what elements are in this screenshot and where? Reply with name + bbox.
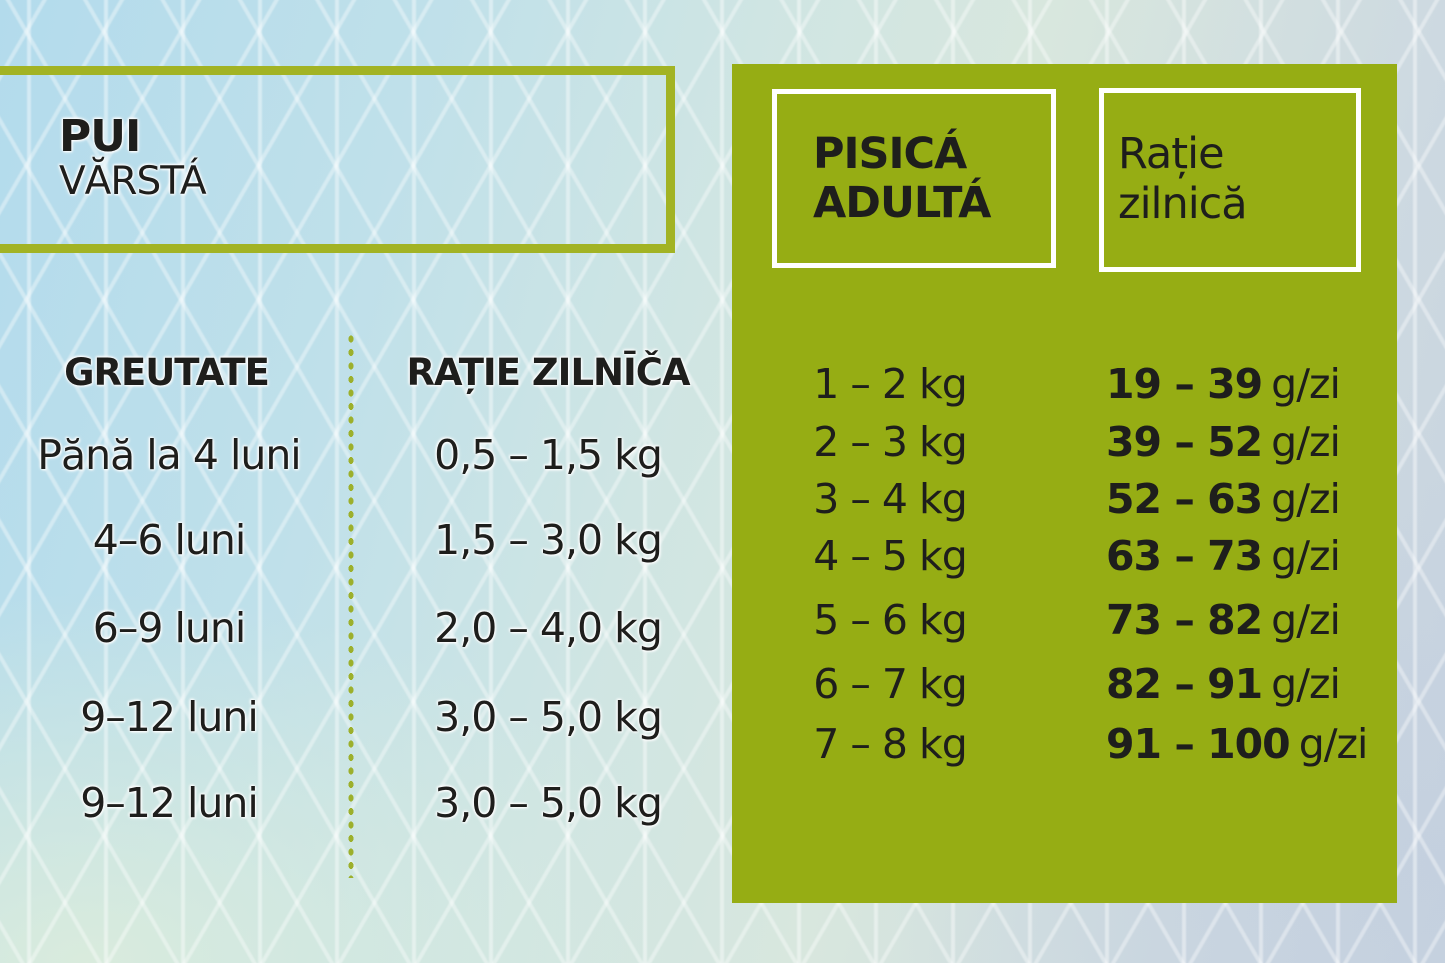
adult-title-line2: ADULTÁ (813, 177, 991, 228)
kitten-age-title-box: PUI VĂRSTÁ (0, 66, 675, 253)
kitten-row-ration: 3,0 – 5,0 kg (434, 693, 663, 741)
adult-title-line1: PISICÁ (813, 128, 967, 179)
ration-value: 39 – 52 (1106, 418, 1263, 466)
adult-row-weight: 6 – 7 kg (813, 660, 968, 708)
ration-unit: g/zi (1271, 532, 1341, 580)
kitten-row-ration: 0,5 – 1,5 kg (434, 431, 663, 479)
dotted-column-divider (347, 333, 355, 878)
adult-row-ration: 73 – 82 g/zi (1106, 594, 1341, 646)
ration-unit: g/zi (1298, 720, 1369, 768)
adult-row-ration: 63 – 73 g/zi (1106, 530, 1341, 582)
adult-row-ration: 91 – 100 g/zi (1106, 718, 1369, 770)
kitten-ration-column-header: RAȚIE ZILNĪČA (406, 351, 690, 394)
adult-row-weight: 5 – 6 kg (813, 596, 968, 644)
adult-ration-header-box: Rație zilnică (1099, 88, 1361, 272)
kitten-row-age: 9–12 luni (80, 693, 259, 741)
ration-value: 52 – 63 (1106, 475, 1263, 523)
adult-ration-header-line1: Rație (1118, 129, 1225, 180)
kitten-weight-column-header: GREUTATE (64, 351, 270, 394)
ration-unit: g/zi (1271, 475, 1341, 523)
kitten-row-age: 6–9 luni (92, 604, 246, 652)
ration-value: 82 – 91 (1106, 660, 1263, 708)
kitten-subtitle: VĂRSTÁ (59, 159, 207, 205)
kitten-row-ration: 1,5 – 3,0 kg (434, 516, 663, 564)
ration-unit: g/zi (1271, 418, 1341, 466)
kitten-row-age: Pănă la 4 luni (37, 431, 301, 479)
adult-row-weight: 4 – 5 kg (813, 532, 968, 580)
adult-row-weight: 3 – 4 kg (813, 475, 968, 523)
adult-row-ration: 19 – 39 g/zi (1106, 358, 1341, 410)
kitten-title: PUI (59, 110, 141, 162)
adult-row-ration: 82 – 91 g/zi (1106, 658, 1341, 710)
ration-unit: g/zi (1271, 660, 1341, 708)
adult-cat-title-box: PISICÁ ADULTÁ (772, 89, 1056, 268)
adult-row-weight: 7 – 8 kg (813, 720, 968, 768)
ration-value: 19 – 39 (1106, 360, 1263, 408)
kitten-row-ration: 3,0 – 5,0 kg (434, 779, 663, 827)
ration-value: 63 – 73 (1106, 532, 1263, 580)
kitten-row-age: 9–12 luni (80, 779, 259, 827)
ration-value: 91 – 100 (1106, 720, 1291, 768)
adult-row-ration: 39 – 52 g/zi (1106, 416, 1341, 468)
adult-row-weight: 1 – 2 kg (813, 360, 968, 408)
adult-cat-panel: PISICÁ ADULTÁ Rație zilnică 1 – 2 kg 19 … (732, 64, 1397, 903)
ration-unit: g/zi (1271, 596, 1341, 644)
adult-row-ration: 52 – 63 g/zi (1106, 473, 1341, 525)
ration-unit: g/zi (1271, 360, 1341, 408)
kitten-row-age: 4–6 luni (92, 516, 246, 564)
kitten-row-ration: 2,0 – 4,0 kg (434, 604, 663, 652)
adult-row-weight: 2 – 3 kg (813, 418, 968, 466)
adult-ration-header-line2: zilnică (1118, 179, 1248, 229)
ration-value: 73 – 82 (1106, 596, 1263, 644)
